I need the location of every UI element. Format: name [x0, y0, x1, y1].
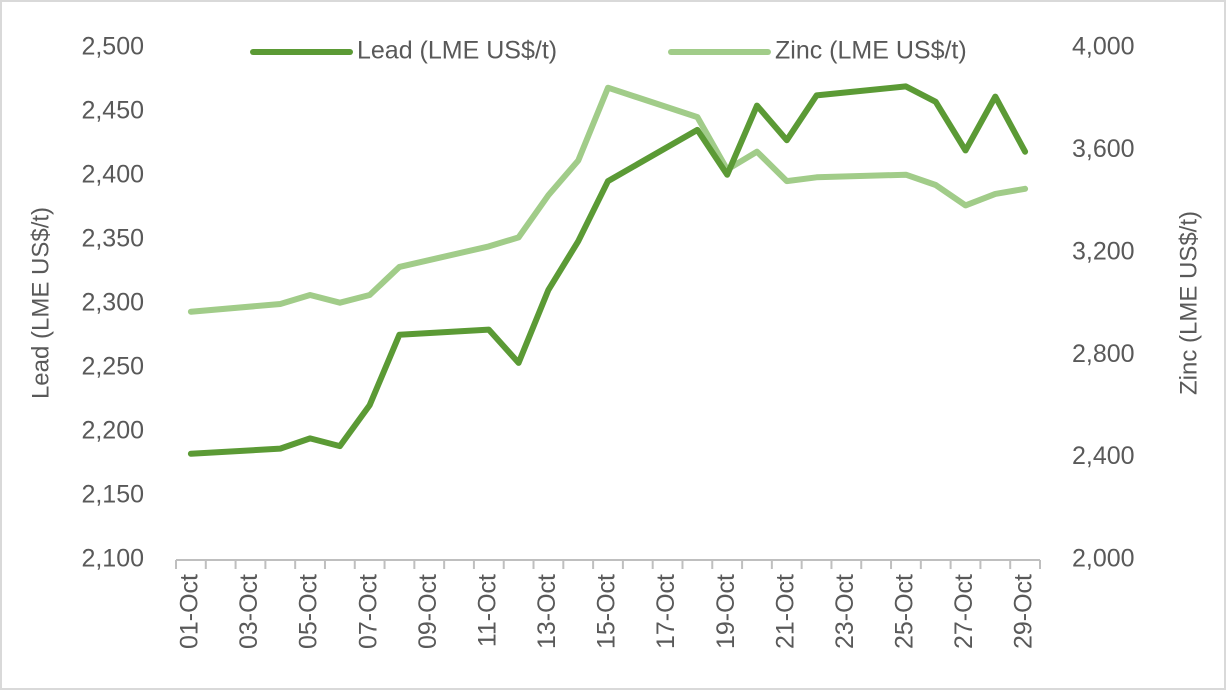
- x-tick-label: 03-Oct: [235, 574, 263, 649]
- right-axis-title: Zinc (LME US$/t): [1175, 211, 1202, 395]
- right-tick-label: 3,200: [1072, 237, 1135, 265]
- x-tick-label: 25-Oct: [891, 574, 919, 649]
- right-tick-label: 2,800: [1072, 340, 1135, 368]
- zinc-series-line: [187, 84, 1029, 315]
- x-tick-label: 05-Oct: [295, 574, 323, 649]
- left-axis-ticks: 2,100 2,150 2,200 2,250 2,300 2,350 2,400 2,450…: [81, 33, 144, 573]
- left-tick-label: 2,100: [81, 545, 144, 573]
- x-tick-label: 15-Oct: [593, 574, 621, 649]
- right-tick-label: 2,400: [1072, 442, 1135, 470]
- x-tick-label: 07-Oct: [354, 574, 382, 649]
- left-tick-label: 2,300: [81, 289, 144, 317]
- left-tick-label: 2,250: [81, 353, 144, 381]
- x-tick-label: 01-Oct: [176, 574, 204, 649]
- lead-series-line: [187, 83, 1029, 457]
- left-tick-label: 2,400: [81, 161, 144, 189]
- right-tick-label: 2,000: [1072, 545, 1135, 573]
- x-tick-label: 27-Oct: [950, 574, 978, 649]
- x-tick-label: 13-Oct: [533, 574, 561, 649]
- x-axis: 01-Oct 03-Oct 05-Oct 07-Oct 09-Oct 11-Oct 13-O…: [175, 559, 1041, 649]
- x-tick-label: 29-Oct: [1010, 574, 1038, 649]
- left-tick-label: 2,450: [81, 97, 144, 125]
- left-tick-label: 2,350: [81, 225, 144, 253]
- x-tick-label: 09-Oct: [414, 574, 442, 649]
- series-layer: [187, 83, 1029, 457]
- left-axis-title: Lead (LME US$/t): [27, 207, 54, 399]
- legend-label-lead: Lead (LME US$/t): [357, 37, 557, 65]
- x-tick-label: 23-Oct: [831, 574, 859, 649]
- right-tick-label: 3,600: [1072, 135, 1135, 163]
- x-tick-label: 11-Oct: [473, 574, 501, 647]
- right-tick-label: 4,000: [1072, 33, 1135, 61]
- left-tick-label: 2,200: [81, 417, 144, 445]
- left-tick-label: 2,500: [81, 33, 144, 61]
- legend: Lead (LME US$/t) Zinc (LME US$/t): [250, 37, 967, 65]
- right-axis-ticks: 2,000 2,400 2,800 3,200 3,600 4,000: [1072, 33, 1135, 573]
- left-tick-label: 2,150: [81, 481, 144, 509]
- x-tick-label: 19-Oct: [712, 574, 740, 649]
- x-tick-label: 17-Oct: [652, 574, 680, 649]
- x-tick-label: 21-Oct: [771, 574, 799, 649]
- legend-label-zinc: Zinc (LME US$/t): [775, 37, 967, 65]
